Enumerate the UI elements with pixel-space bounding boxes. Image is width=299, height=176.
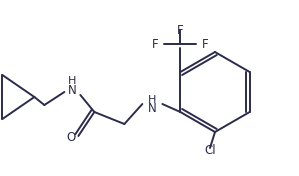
Text: F: F — [152, 37, 158, 51]
Text: H: H — [68, 76, 77, 86]
Text: F: F — [202, 37, 209, 51]
Text: N: N — [68, 84, 77, 98]
Text: F: F — [177, 24, 184, 37]
Text: H: H — [148, 95, 157, 105]
Text: Cl: Cl — [204, 144, 216, 157]
Text: N: N — [148, 102, 157, 115]
Text: O: O — [67, 131, 76, 144]
